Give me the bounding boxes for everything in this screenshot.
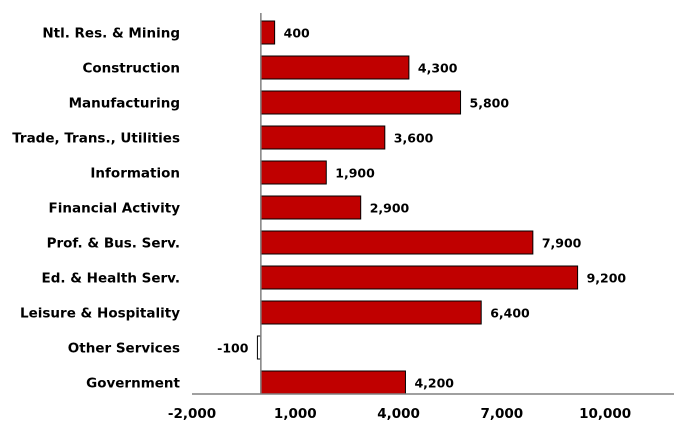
- category-labels: Ntl. Res. & Mining Construction Manufactur…: [12, 26, 180, 392]
- category-label: Prof. & Bus. Serv.: [47, 236, 180, 252]
- value-label: 2,900: [370, 201, 410, 216]
- value-label: 400: [284, 26, 310, 41]
- bar: [260, 195, 362, 220]
- category-label: Ntl. Res. & Mining: [42, 26, 180, 42]
- value-label: 9,200: [587, 271, 627, 286]
- category-label: Financial Activity: [49, 201, 181, 217]
- bars-group: [256, 20, 579, 395]
- value-label: 4,300: [418, 61, 458, 76]
- category-label: Trade, Trans., Utilities: [12, 131, 180, 147]
- x-axis-ticks: -2,000 1,000 4,000 7,000 10,000: [168, 406, 631, 422]
- value-labels: 400 4,300 5,800 3,600 1,900 2,900 7,900 9,200 6,…: [217, 26, 626, 391]
- bar: [260, 300, 482, 325]
- category-label: Manufacturing: [69, 96, 180, 112]
- bar: [260, 265, 579, 290]
- x-tick-label: 1,000: [274, 406, 317, 422]
- value-label: 3,600: [394, 131, 434, 146]
- value-label: 4,200: [414, 376, 454, 391]
- value-label: 5,800: [470, 96, 510, 111]
- bar: [260, 55, 410, 80]
- category-label: Other Services: [68, 341, 180, 357]
- bar: [260, 125, 386, 150]
- value-label: 7,900: [542, 236, 582, 251]
- x-tick-label: 4,000: [377, 406, 420, 422]
- bar: [260, 230, 534, 255]
- category-label: Government: [86, 376, 180, 392]
- value-label: 6,400: [490, 306, 530, 321]
- category-label: Leisure & Hospitality: [20, 306, 180, 322]
- x-tick-label: 7,000: [481, 406, 524, 422]
- category-label: Construction: [82, 61, 180, 77]
- bar: [260, 370, 406, 395]
- bar: [260, 90, 462, 115]
- bar: [260, 160, 327, 185]
- value-label: -100: [217, 341, 249, 356]
- value-label: 1,900: [335, 166, 375, 181]
- category-label: Ed. & Health Serv.: [41, 271, 180, 287]
- x-tick-label: -2,000: [168, 406, 216, 422]
- category-label: Information: [90, 166, 180, 182]
- bar: [260, 20, 276, 45]
- x-tick-label: 10,000: [579, 406, 631, 422]
